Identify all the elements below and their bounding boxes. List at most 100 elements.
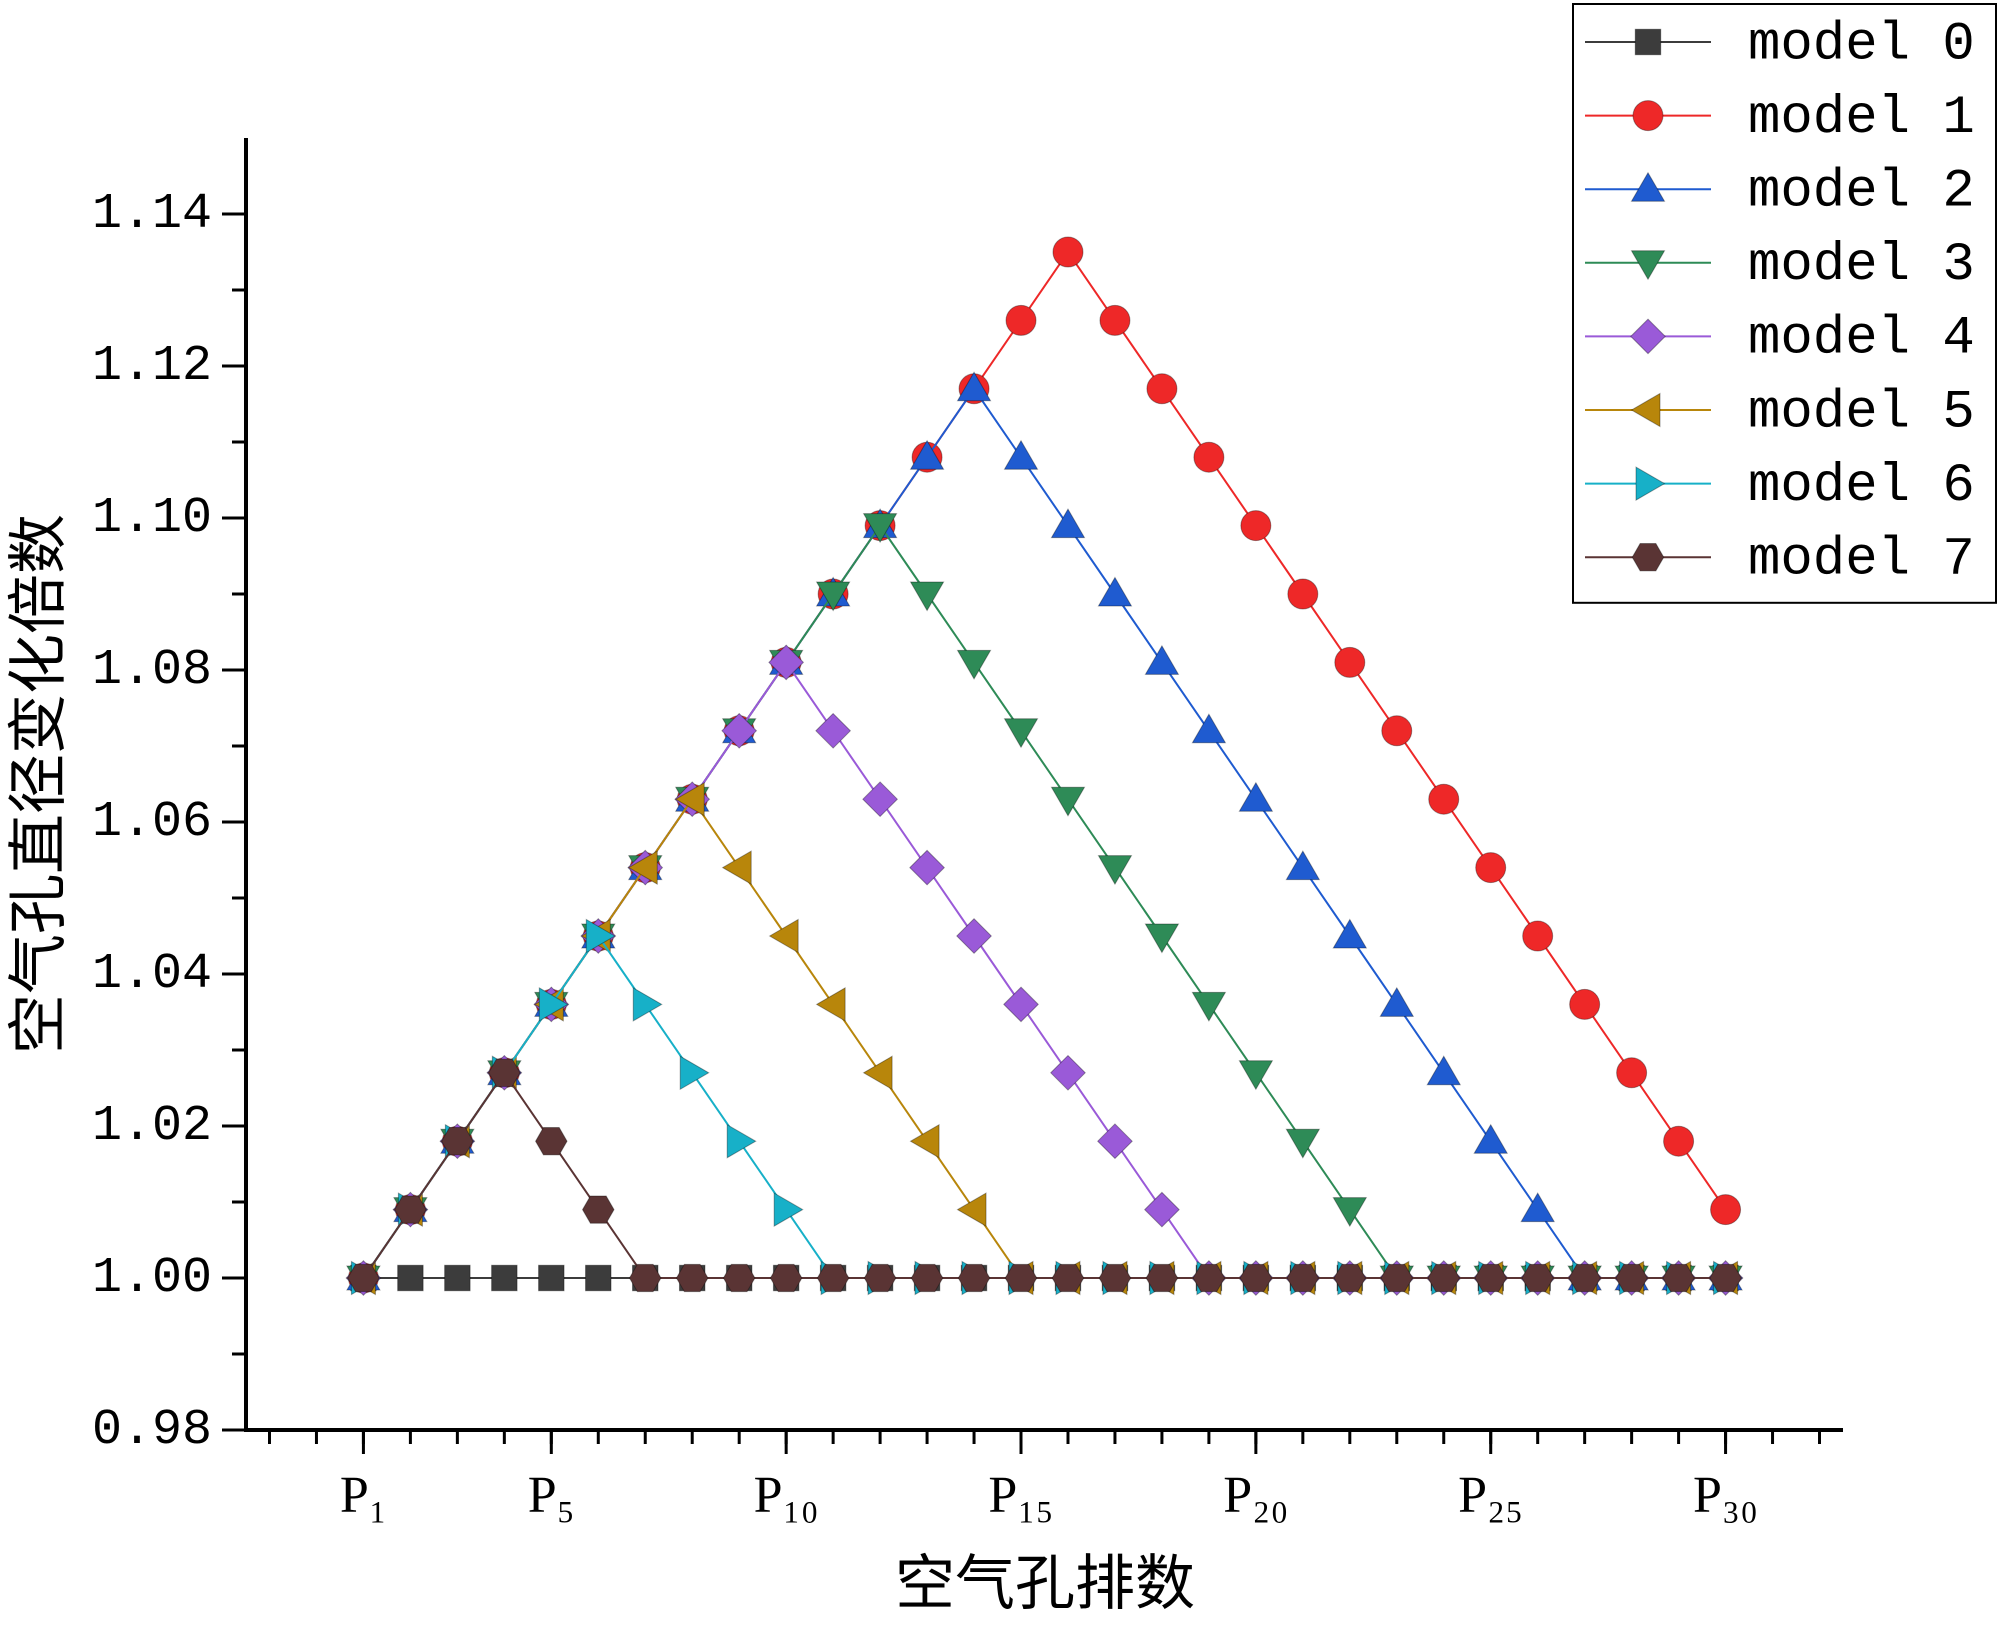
x-tick-label: P₁₀ [754, 1467, 819, 1524]
marker [815, 712, 852, 749]
marker [768, 918, 799, 954]
y-tick-label: 1.04 [92, 946, 212, 1003]
marker [1146, 373, 1178, 405]
marker [1474, 1263, 1508, 1293]
marker [1332, 918, 1368, 949]
marker [909, 1123, 940, 1159]
marker [815, 987, 846, 1022]
marker [632, 987, 663, 1022]
marker [1003, 439, 1039, 470]
marker [1051, 1263, 1085, 1293]
y-tick-label: 1.14 [92, 186, 212, 243]
marker [1286, 1263, 1320, 1293]
marker [1426, 1055, 1462, 1086]
marker [1050, 1054, 1086, 1091]
marker [441, 1127, 474, 1156]
marker [488, 1058, 521, 1087]
marker [1240, 510, 1272, 542]
marker [1239, 1263, 1273, 1293]
legend-label: model 2 [1748, 161, 1975, 222]
marker [1630, 171, 1666, 202]
x-tick-label: P₁ [340, 1467, 387, 1524]
marker [1427, 1263, 1461, 1293]
marker [1379, 986, 1415, 1017]
y-axis-title: 空气孔直径变化倍数 [6, 514, 72, 1054]
legend-label: model 3 [1748, 235, 1975, 296]
x-tick-label: P₂₅ [1458, 1467, 1523, 1524]
marker [909, 849, 946, 886]
marker [956, 649, 992, 680]
marker [909, 439, 945, 470]
marker [534, 1127, 568, 1156]
marker [1520, 1192, 1556, 1223]
marker [1380, 1263, 1414, 1293]
marker [956, 918, 993, 954]
marker [1003, 718, 1039, 749]
legend-label: model 4 [1748, 309, 1975, 370]
x-tick-label: P₅ [528, 1467, 575, 1524]
legend-label: model 5 [1748, 382, 1975, 443]
marker [675, 1263, 709, 1293]
y-tick-label: 1.10 [92, 490, 212, 547]
marker [1710, 1194, 1742, 1226]
marker [1144, 644, 1180, 675]
y-tick-label: 1.08 [92, 642, 212, 699]
marker [1285, 850, 1321, 881]
x-tick-label: P₃₀ [1693, 1467, 1758, 1524]
marker [628, 1263, 662, 1293]
marker [1635, 466, 1666, 501]
marker [1191, 713, 1227, 744]
marker [1144, 923, 1180, 954]
marker [585, 1264, 612, 1292]
legend-label: model 1 [1748, 88, 1975, 149]
marker [1663, 1125, 1695, 1157]
marker [910, 1263, 944, 1293]
marker [816, 1263, 850, 1293]
marker [1145, 1263, 1179, 1293]
marker [585, 918, 616, 954]
marker [773, 1192, 804, 1227]
marker [347, 1263, 380, 1293]
marker [397, 1264, 424, 1292]
series-line [362, 1071, 1726, 1279]
marker [1631, 543, 1665, 572]
marker [721, 712, 758, 749]
marker [1004, 1263, 1038, 1293]
marker [1143, 1191, 1180, 1228]
marker [1099, 304, 1131, 336]
marker [1630, 318, 1666, 355]
marker [1287, 578, 1319, 610]
marker [444, 1264, 471, 1292]
marker [1473, 1123, 1509, 1154]
marker [862, 1055, 893, 1091]
marker [1097, 576, 1133, 607]
marker [721, 850, 752, 885]
marker [862, 781, 899, 818]
marker [1191, 991, 1227, 1022]
marker [956, 371, 992, 402]
marker [1192, 1263, 1226, 1293]
marker [726, 1123, 757, 1159]
marker [1096, 1123, 1133, 1160]
marker [394, 1195, 427, 1224]
marker [1332, 1197, 1368, 1228]
legend-label: model 7 [1748, 529, 1975, 590]
y-tick-label: 1.12 [92, 338, 212, 395]
marker [1521, 1263, 1555, 1293]
series-line [362, 934, 1726, 1279]
marker [1333, 1263, 1367, 1293]
marker [1334, 646, 1366, 678]
marker [1428, 783, 1460, 815]
marker [1003, 986, 1039, 1023]
marker [1630, 392, 1661, 428]
x-axis-title: 空气孔排数 [895, 1551, 1195, 1617]
y-tick-label: 1.06 [92, 794, 212, 851]
marker [862, 513, 898, 544]
marker [1709, 1263, 1742, 1293]
marker [1005, 304, 1037, 336]
marker [581, 1195, 615, 1224]
marker [1285, 1128, 1321, 1159]
marker [1630, 250, 1666, 281]
marker [538, 987, 569, 1022]
